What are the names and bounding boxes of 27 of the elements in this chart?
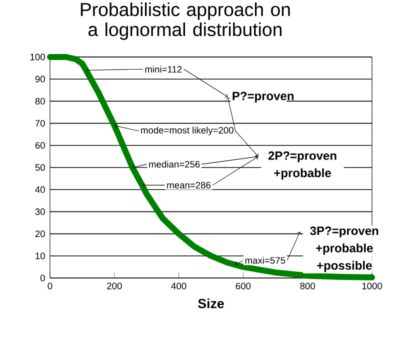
y-tick-label: 50 (35, 164, 45, 171)
y-tick-label: 0 (40, 274, 45, 282)
annotation: mean=286 (167, 182, 210, 188)
y-tick-label: 90 (35, 76, 45, 82)
y-tick-label: 60 (35, 142, 45, 149)
annotation: mode=most likely=200 (141, 126, 234, 136)
y-tick-label: 80 (35, 98, 45, 104)
x-tick-label: 800 (300, 282, 316, 290)
y-tick-label: 20 (35, 230, 45, 238)
y-tick-label: 10 (36, 252, 45, 260)
x-tick-label: 400 (171, 282, 186, 290)
chart-title: Probabilistic approach on a lognormal distribution (80, 2, 290, 40)
y-tick-label: 100 (30, 54, 45, 60)
annotation: 2P?=proven +probable (268, 151, 336, 180)
y-tick-label: 70 (35, 120, 45, 127)
x-tick-label: 0 (48, 282, 52, 290)
annotation: median=256 (149, 160, 200, 168)
x-tick-label: 200 (107, 282, 122, 290)
annotation: 3P?=proven +probable +possible (310, 226, 378, 272)
y-tick-label: 40 (35, 186, 45, 193)
x-tick-label: 600 (236, 282, 251, 290)
y-tick-label: 30 (35, 208, 45, 215)
annotation: maxi=575 (245, 256, 286, 264)
annotation: mini=112 (145, 66, 182, 73)
annotation: P?=proven (232, 92, 294, 103)
x-tick-label: 1000 (362, 282, 382, 290)
x-axis-title: Size (198, 298, 224, 308)
